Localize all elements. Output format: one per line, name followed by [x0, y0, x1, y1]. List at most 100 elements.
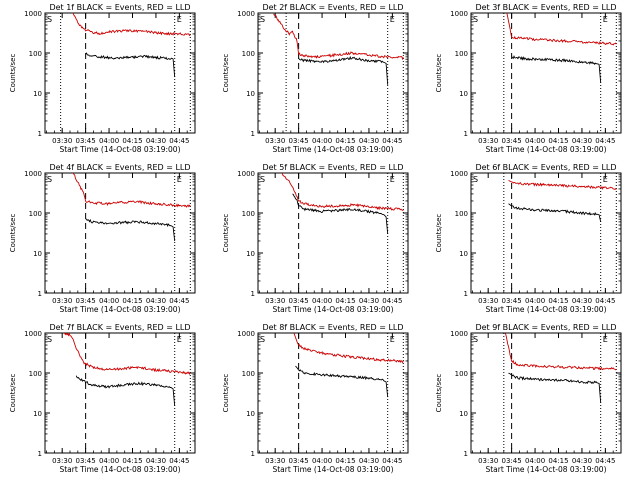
- panel-8-frame: [257, 332, 409, 454]
- panel-5-title: Det 5f BLACK = Events, RED = LLD: [262, 163, 403, 172]
- panel-8-xtick-label: 04:45: [382, 457, 402, 465]
- panel-4-series-lld: [72, 173, 191, 208]
- panel-1-ytick-label: 1000: [24, 10, 42, 18]
- panel-1: Det 1f BLACK = Events, RED = LLD 1 10 100 10…: [9, 3, 196, 154]
- panel-7-marker-label: E: [177, 335, 182, 344]
- panel-9-series-lld: [504, 333, 617, 371]
- panel-3-series-lld: [506, 13, 617, 46]
- panel-3-series-events: [511, 55, 602, 83]
- panel-5-xtick-label: 04:30: [359, 297, 379, 305]
- panel-2-xtick-label: 04:00: [312, 137, 332, 145]
- panel-3-ytick-label: 1: [464, 130, 468, 138]
- panel-6-marker-label: E: [603, 175, 608, 184]
- panel-8-ytick-label: 10: [246, 410, 255, 418]
- panel-8-marker-label: S: [260, 335, 265, 344]
- panel-7-series-lld: [63, 333, 191, 375]
- panel-2-ylabel: Counts/sec: [222, 54, 230, 93]
- panel-4-ytick-label: 10: [33, 250, 42, 258]
- panel-9-xtick-label: 03:30: [478, 457, 498, 465]
- panel-2-xtick-label: 03:45: [289, 137, 309, 145]
- panel-7-marker-label: S: [47, 335, 52, 344]
- panel-7: Det 7f BLACK = Events, RED = LLD 1 10 100 10…: [9, 323, 196, 474]
- panel-2-xtick-label: 04:15: [335, 137, 355, 145]
- panel-5-ytick-label: 100: [242, 210, 255, 218]
- panel-4-title: Det 4f BLACK = Events, RED = LLD: [49, 163, 190, 172]
- panel-8-series-lld: [293, 333, 404, 364]
- panel-5-frame: [257, 172, 409, 294]
- panel-9-frame: [470, 332, 622, 454]
- panel-4-xtick-label: 03:45: [76, 297, 96, 305]
- panel-9-ytick-label: 100: [455, 370, 468, 378]
- panel-4-xtick-label: 04:30: [146, 297, 166, 305]
- panel-5-ytick-label: 1000: [237, 170, 255, 178]
- panel-1-xtick-label: 04:45: [169, 137, 189, 145]
- panel-2-title: Det 2f BLACK = Events, RED = LLD: [262, 3, 403, 12]
- panel-1-ytick-label: 10: [33, 90, 42, 98]
- panel-7-ytick-label: 1: [38, 450, 42, 458]
- panel-2: Det 2f BLACK = Events, RED = LLD 1 10 100 10…: [222, 3, 409, 154]
- panel-4-xtick-label: 04:45: [169, 297, 189, 305]
- panel-1-ylabel: Counts/sec: [9, 54, 17, 93]
- panel-3-xtick-label: 04:15: [548, 137, 568, 145]
- panel-3-title: Det 3f BLACK = Events, RED = LLD: [475, 3, 616, 12]
- panel-6: Det 6f BLACK = Events, RED = LLD 1 10 100 10…: [435, 163, 622, 314]
- panel-6-series-lld: [508, 180, 617, 190]
- panel-9-title: Det 9f BLACK = Events, RED = LLD: [475, 323, 616, 332]
- panel-4-xtick-label: 03:30: [52, 297, 72, 305]
- panel-6-xtick-label: 04:15: [548, 297, 568, 305]
- panel-9-series-events: [508, 372, 602, 403]
- panel-2-ytick-label: 10: [246, 90, 255, 98]
- panel-7-xlabel: Start Time (14-Oct-08 03:19:00): [59, 465, 180, 474]
- panel-2-xtick-label: 03:30: [265, 137, 285, 145]
- panel-5-ylabel: Counts/sec: [222, 214, 230, 253]
- panel-4-ylabel: Counts/sec: [9, 214, 17, 253]
- panel-8-xtick-label: 04:00: [312, 457, 332, 465]
- panel-7-ytick-label: 10: [33, 410, 42, 418]
- panel-7-xtick-label: 03:45: [76, 457, 96, 465]
- panel-4-series-events: [85, 218, 176, 242]
- panel-9-ytick-label: 10: [459, 410, 468, 418]
- panel-2-series-lld: [273, 13, 404, 61]
- panel-6-title: Det 6f BLACK = Events, RED = LLD: [475, 163, 616, 172]
- panel-5-xtick-label: 03:45: [289, 297, 309, 305]
- panel-5-ytick-label: 1: [251, 290, 255, 298]
- panel-5-ytick-label: 10: [246, 250, 255, 258]
- panel-9: Det 9f BLACK = Events, RED = LLD 1 10 100 10…: [435, 323, 622, 474]
- panel-8-series-events: [295, 365, 389, 398]
- panel-9-marker-label: S: [473, 335, 478, 344]
- panel-2-xtick-label: 04:45: [382, 137, 402, 145]
- panel-9-ylabel: Counts/sec: [435, 374, 443, 413]
- panel-7-ylabel: Counts/sec: [9, 374, 17, 413]
- panel-5-xtick-label: 04:15: [335, 297, 355, 305]
- panel-1-marker-label: S: [47, 15, 52, 24]
- panel-9-xtick-label: 04:30: [572, 457, 592, 465]
- panel-6-ytick-label: 10: [459, 250, 468, 258]
- panel-8-xtick-label: 03:45: [289, 457, 309, 465]
- panel-3-xtick-label: 03:45: [502, 137, 522, 145]
- panel-3-xtick-label: 04:45: [595, 137, 615, 145]
- panel-4-marker-label: E: [177, 175, 182, 184]
- panel-6-xtick-label: 04:00: [525, 297, 545, 305]
- panel-6-ylabel: Counts/sec: [435, 214, 443, 253]
- panel-8-xlabel: Start Time (14-Oct-08 03:19:00): [272, 465, 393, 474]
- panel-4-ytick-label: 100: [29, 210, 42, 218]
- panel-2-xlabel: Start Time (14-Oct-08 03:19:00): [272, 145, 393, 154]
- panel-4-ytick-label: 1000: [24, 170, 42, 178]
- panel-4-marker-label: S: [47, 175, 52, 184]
- panel-4-xtick-label: 04:00: [99, 297, 119, 305]
- panel-8-xtick-label: 04:15: [335, 457, 355, 465]
- panel-4-xtick-label: 04:15: [122, 297, 142, 305]
- panel-7-ytick-label: 1000: [24, 330, 42, 338]
- panel-3-marker-label: S: [473, 15, 478, 24]
- panel-4: Det 4f BLACK = Events, RED = LLD 1 10 100 10…: [9, 163, 196, 314]
- panel-9-xtick-label: 03:45: [502, 457, 522, 465]
- panel-7-xtick-label: 04:00: [99, 457, 119, 465]
- panel-8-xtick-label: 04:30: [359, 457, 379, 465]
- panel-3-frame: [470, 12, 622, 134]
- panel-7-frame: [44, 332, 196, 454]
- panel-6-ytick-label: 100: [455, 210, 468, 218]
- panel-5-marker-label: S: [260, 175, 265, 184]
- panel-5-series-events: [292, 193, 389, 234]
- panel-1-marker-label: E: [177, 15, 182, 24]
- panel-4-ytick-label: 1: [38, 290, 42, 298]
